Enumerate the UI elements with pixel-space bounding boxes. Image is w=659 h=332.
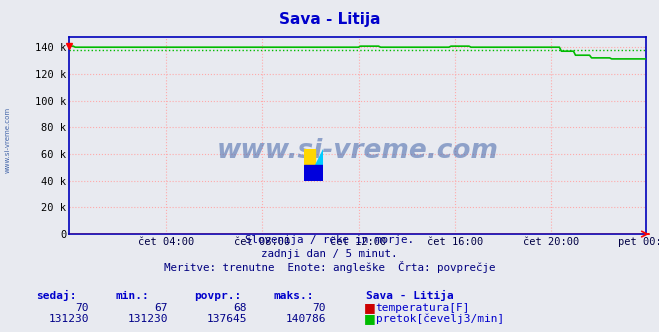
Text: pretok[čevelj3/min]: pretok[čevelj3/min]: [376, 313, 504, 324]
Text: maks.:: maks.:: [273, 291, 314, 301]
Text: 70: 70: [313, 303, 326, 313]
Text: min.:: min.:: [115, 291, 149, 301]
Text: Sava - Litija: Sava - Litija: [366, 290, 453, 301]
Text: Slovenija / reke in morje.: Slovenija / reke in morje.: [245, 235, 414, 245]
Text: 131230: 131230: [49, 314, 89, 324]
Text: 131230: 131230: [128, 314, 168, 324]
Text: www.si-vreme.com: www.si-vreme.com: [217, 138, 498, 164]
Text: sedaj:: sedaj:: [36, 290, 76, 301]
Bar: [304, 165, 323, 181]
Text: 137645: 137645: [207, 314, 247, 324]
Polygon shape: [314, 149, 323, 165]
Text: 67: 67: [155, 303, 168, 313]
Text: zadnji dan / 5 minut.: zadnji dan / 5 minut.: [261, 249, 398, 259]
Text: ■: ■: [364, 301, 376, 314]
Text: www.si-vreme.com: www.si-vreme.com: [5, 106, 11, 173]
Text: 140786: 140786: [286, 314, 326, 324]
Bar: [304, 149, 314, 165]
Text: 68: 68: [234, 303, 247, 313]
Text: Sava - Litija: Sava - Litija: [279, 12, 380, 27]
Text: povpr.:: povpr.:: [194, 291, 242, 301]
Text: Meritve: trenutne  Enote: angleške  Črta: povprečje: Meritve: trenutne Enote: angleške Črta: …: [163, 261, 496, 273]
Text: temperatura[F]: temperatura[F]: [376, 303, 470, 313]
Text: 70: 70: [76, 303, 89, 313]
Text: ■: ■: [364, 312, 376, 325]
